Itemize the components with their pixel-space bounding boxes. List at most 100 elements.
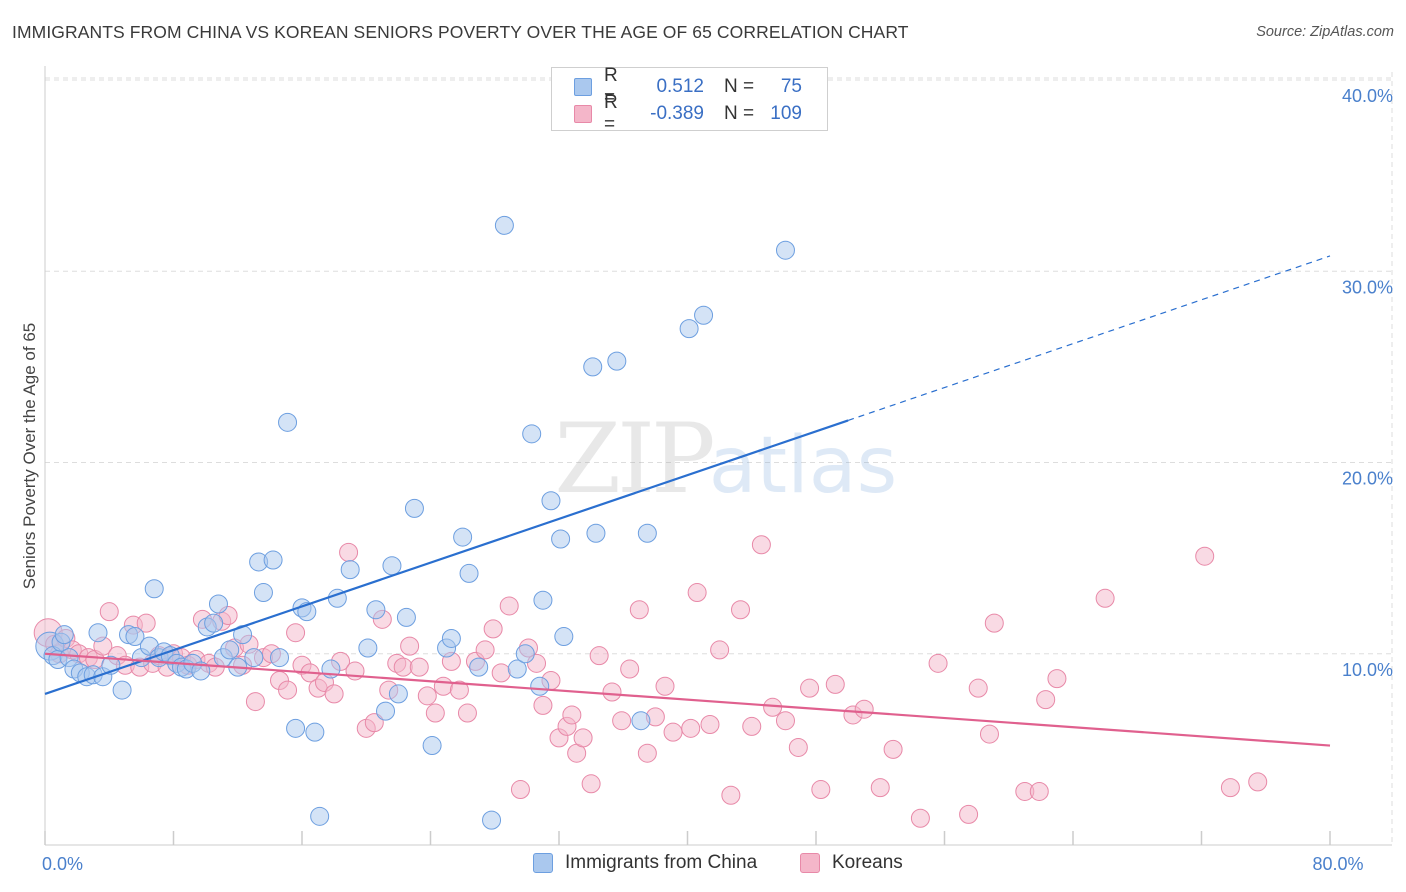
korean-point [425, 703, 445, 723]
korean-point [883, 739, 903, 759]
china-point [358, 638, 378, 658]
korean-point [731, 600, 751, 620]
trend-lines [44, 255, 1331, 747]
china-point [340, 560, 360, 580]
korean-point [710, 640, 730, 660]
korean-point [573, 728, 593, 748]
koreans-points [33, 535, 1268, 828]
stats-box: R = 0.512 N = 75 R = -0.389 N = 109 [551, 65, 828, 135]
korean-point [99, 602, 119, 622]
korean-point [483, 619, 503, 639]
y-tick-label: 20.0% [1342, 469, 1393, 489]
china-point [586, 523, 606, 543]
legend-item-china[interactable]: Immigrants from China [533, 852, 757, 874]
korean-point [1095, 588, 1115, 608]
x-tick-label: 80.0% [1312, 854, 1363, 874]
korean-point [663, 722, 683, 742]
korean-point [984, 613, 1004, 633]
china-point [679, 319, 699, 339]
korean-point [928, 653, 948, 673]
r-label: R = [604, 92, 618, 135]
korean-point [854, 699, 874, 719]
n-value: 109 [770, 103, 802, 124]
korean-point [1029, 781, 1049, 801]
china-point [775, 240, 795, 260]
korean-point [968, 678, 988, 698]
korean-point [620, 659, 640, 679]
korean-point [400, 636, 420, 656]
korean-point [825, 674, 845, 694]
korean-point [339, 542, 359, 562]
china-point [388, 684, 408, 704]
korean-point [136, 613, 156, 633]
korean-point [286, 623, 306, 643]
legend-label-koreans: Koreans [832, 852, 903, 873]
n-value: 75 [780, 76, 802, 97]
legend-swatch-china [533, 853, 553, 873]
china-point [286, 718, 306, 738]
china-point [270, 648, 290, 668]
china-point [607, 351, 627, 371]
china-point [144, 579, 164, 599]
korean-point [278, 680, 298, 700]
korean-point [417, 686, 437, 706]
china-point [631, 711, 651, 731]
korean-point [510, 780, 530, 800]
china-point [637, 523, 657, 543]
china-point [396, 607, 416, 627]
axes [44, 66, 1392, 846]
korean-point [959, 804, 979, 824]
chart-title: IMMIGRANTS FROM CHINA VS KOREAN SENIORS … [12, 22, 909, 42]
korean-point [681, 718, 701, 738]
china-point [482, 810, 502, 830]
china-point [541, 491, 561, 511]
korean-point [364, 713, 384, 733]
korean-point [788, 737, 808, 757]
korean-point [655, 676, 675, 696]
korean-point [1047, 669, 1067, 689]
china-point [382, 556, 402, 576]
china-point [453, 527, 473, 547]
china-point [88, 623, 108, 643]
korean-point [742, 716, 762, 736]
legend-item-koreans[interactable]: Koreans [800, 852, 903, 874]
korean-point [457, 703, 477, 723]
china-point [253, 583, 273, 603]
korean-point [700, 715, 720, 735]
china-point [554, 627, 574, 647]
china-trend-extension [847, 255, 1331, 421]
watermark-atlas: atlas [709, 421, 898, 511]
watermark-zip: ZIP [554, 403, 713, 515]
stats-row-china: R = 0.512 N = 75 [574, 65, 802, 108]
korean-point [811, 780, 831, 800]
korean-point [979, 724, 999, 744]
china-point [530, 676, 550, 696]
koreans-trend-line [44, 652, 1331, 747]
korean-point [1195, 546, 1215, 566]
korean-point [1036, 690, 1056, 710]
korean-point [637, 743, 657, 763]
korean-point [245, 692, 265, 712]
china-point [112, 680, 132, 700]
china-point [310, 806, 330, 826]
korean-point [449, 680, 469, 700]
korean-point [1220, 778, 1240, 798]
china-point [54, 625, 74, 645]
korean-point [602, 682, 622, 702]
korean-point [612, 711, 632, 731]
china-point [366, 600, 386, 620]
china-point [263, 550, 283, 570]
china-point [125, 627, 145, 647]
china-point [533, 590, 553, 610]
korean-point [581, 774, 601, 794]
china-point [404, 498, 424, 518]
china-trend-line [44, 419, 849, 695]
china-point [469, 657, 489, 677]
china-swatch [574, 78, 592, 96]
china-point [244, 648, 264, 668]
china-point [459, 563, 479, 583]
n-label: N = [724, 76, 755, 97]
korean-point [491, 663, 511, 683]
china-point [220, 640, 240, 660]
